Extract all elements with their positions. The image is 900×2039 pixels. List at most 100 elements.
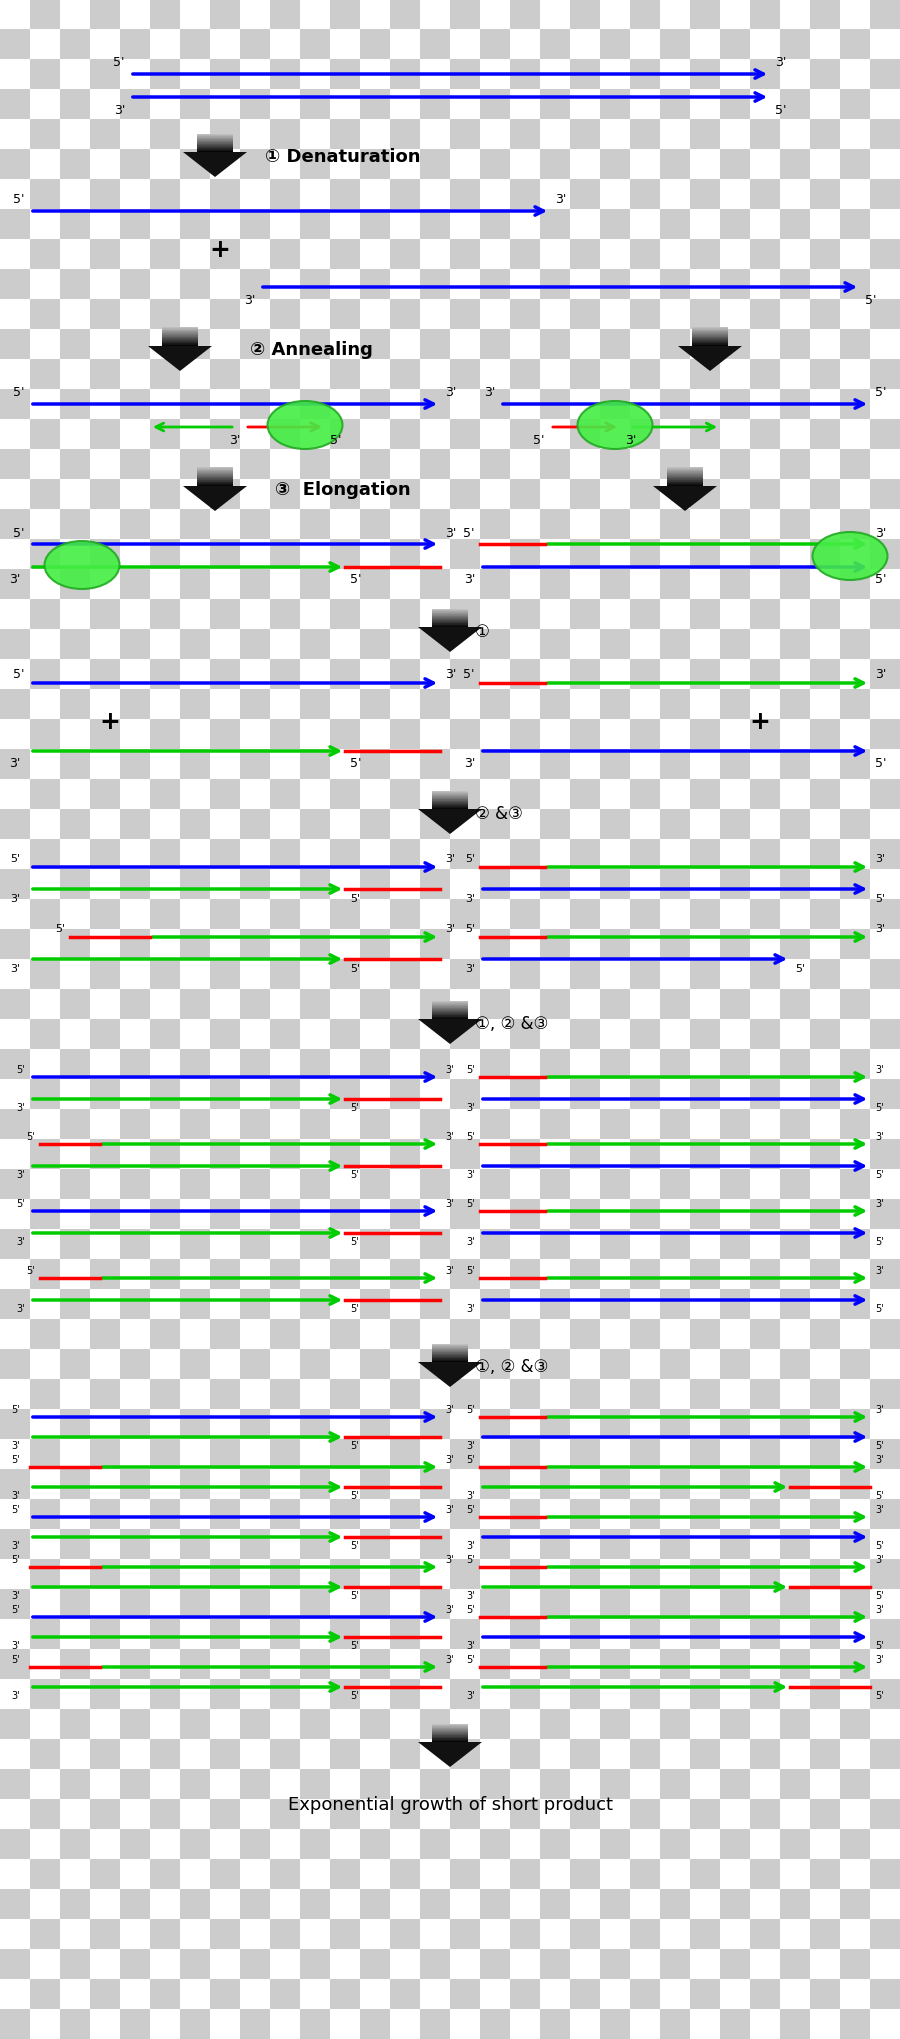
- Bar: [810, 1409, 840, 1440]
- Bar: [690, 451, 720, 479]
- Bar: [420, 451, 450, 479]
- Bar: [360, 1619, 390, 1650]
- Bar: [840, 930, 870, 960]
- Bar: [30, 1260, 60, 1289]
- Bar: [570, 1499, 600, 1529]
- Bar: [480, 1529, 510, 1560]
- Bar: [660, 1529, 690, 1560]
- Bar: [0, 599, 30, 630]
- Bar: [360, 1289, 390, 1319]
- Bar: [780, 1470, 810, 1499]
- Bar: [840, 1619, 870, 1650]
- Bar: [870, 1619, 900, 1650]
- Bar: [90, 1079, 120, 1109]
- Bar: [330, 1919, 360, 1949]
- Bar: [210, 420, 240, 451]
- Bar: [780, 151, 810, 179]
- Bar: [570, 451, 600, 479]
- Bar: [480, 1140, 510, 1170]
- Bar: [510, 330, 540, 359]
- Bar: [390, 779, 420, 809]
- Bar: [840, 989, 870, 1020]
- Bar: [0, 179, 30, 210]
- Bar: [780, 1350, 810, 1378]
- Bar: [420, 1140, 450, 1170]
- Bar: [720, 1529, 750, 1560]
- Bar: [570, 31, 600, 59]
- Bar: [30, 1289, 60, 1319]
- Bar: [30, 0, 60, 31]
- Bar: [420, 120, 450, 151]
- Bar: [780, 630, 810, 661]
- Bar: [300, 1560, 330, 1588]
- Text: ③  Elongation: ③ Elongation: [275, 481, 410, 500]
- Bar: [240, 1378, 270, 1409]
- Bar: [420, 1230, 450, 1260]
- Bar: [450, 359, 480, 389]
- Bar: [390, 1199, 420, 1230]
- Bar: [60, 840, 90, 869]
- Bar: [720, 59, 750, 90]
- Bar: [660, 720, 690, 750]
- Bar: [660, 599, 690, 630]
- Bar: [540, 1919, 570, 1949]
- Bar: [810, 451, 840, 479]
- Bar: [90, 241, 120, 269]
- Bar: [810, 569, 840, 599]
- Bar: [870, 1560, 900, 1588]
- Bar: [480, 179, 510, 210]
- Bar: [0, 960, 30, 989]
- Bar: [30, 720, 60, 750]
- Bar: [420, 779, 450, 809]
- Bar: [30, 1980, 60, 2008]
- Bar: [180, 359, 210, 389]
- Bar: [510, 241, 540, 269]
- Bar: [450, 869, 480, 899]
- Bar: [390, 1378, 420, 1409]
- Bar: [810, 1050, 840, 1079]
- Bar: [690, 1378, 720, 1409]
- Bar: [90, 1680, 120, 1709]
- Bar: [660, 899, 690, 930]
- Bar: [60, 359, 90, 389]
- Bar: [630, 1888, 660, 1919]
- Text: 5': 5': [350, 1491, 359, 1501]
- Bar: [390, 1739, 420, 1770]
- Bar: [240, 2008, 270, 2039]
- Bar: [630, 1829, 660, 1860]
- Bar: [540, 661, 570, 689]
- Bar: [180, 809, 210, 840]
- Bar: [60, 1170, 90, 1199]
- Bar: [690, 1829, 720, 1860]
- Text: Exponential growth of short product: Exponential growth of short product: [287, 1794, 613, 1813]
- Text: 5': 5': [350, 1440, 359, 1450]
- Bar: [210, 1289, 240, 1319]
- Bar: [330, 1888, 360, 1919]
- Bar: [240, 661, 270, 689]
- Bar: [690, 1560, 720, 1588]
- Bar: [30, 1050, 60, 1079]
- Bar: [570, 1829, 600, 1860]
- Bar: [600, 1709, 630, 1739]
- Bar: [210, 1050, 240, 1079]
- Bar: [390, 630, 420, 661]
- Bar: [720, 1499, 750, 1529]
- Bar: [360, 359, 390, 389]
- Bar: [60, 1680, 90, 1709]
- Bar: [360, 960, 390, 989]
- Bar: [300, 1619, 330, 1650]
- Bar: [720, 989, 750, 1020]
- Bar: [750, 1170, 780, 1199]
- Bar: [480, 989, 510, 1020]
- Bar: [390, 1499, 420, 1529]
- Bar: [660, 569, 690, 599]
- Text: 5': 5': [350, 756, 362, 771]
- Bar: [270, 630, 300, 661]
- Bar: [540, 241, 570, 269]
- Bar: [570, 1470, 600, 1499]
- Bar: [360, 630, 390, 661]
- Bar: [90, 90, 120, 120]
- Bar: [750, 1529, 780, 1560]
- Bar: [870, 1409, 900, 1440]
- Text: 3': 3': [445, 854, 455, 865]
